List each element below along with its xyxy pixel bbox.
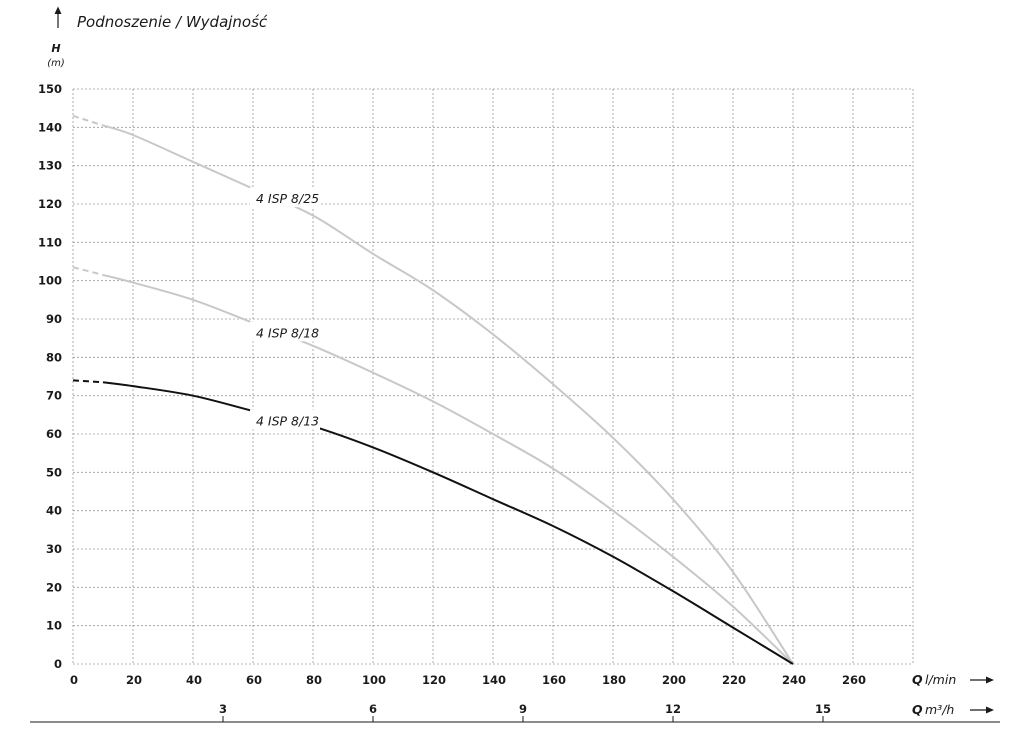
y-tick-label: 50 [46, 465, 62, 479]
grid [72, 88, 914, 665]
x-axis-unit: l/min [925, 672, 956, 687]
y-tick-label: 130 [38, 159, 62, 173]
y-tick-label: 150 [38, 82, 62, 96]
series-dashed-4-isp-8-18 [72, 266, 104, 276]
y-tick-label: 100 [38, 274, 62, 288]
x-tick-labels: 0 20 40 60 80 100 120 140 160 180 200 220 240 260 [70, 673, 866, 687]
y-tick-label: 60 [46, 427, 62, 441]
x2-tick-label: 12 [665, 702, 681, 716]
x-tick-label: 140 [482, 673, 506, 687]
y-tick-label: 110 [38, 235, 62, 249]
x-tick-label: 160 [542, 673, 566, 687]
y-tick-label: 0 [54, 657, 62, 671]
y-tick-label: 40 [46, 504, 62, 518]
series-line-4-isp-8-25 [102, 124, 794, 665]
x2-tick-label: 6 [369, 702, 377, 716]
y-tick-label: 70 [46, 389, 62, 403]
x2-tick-label: 9 [519, 702, 527, 716]
x-tick-label: 240 [782, 673, 806, 687]
x-axis-label: Q [912, 672, 923, 687]
x-tick-label: 220 [722, 673, 746, 687]
series-label-4-isp-8-13: 4 ISP 8/13 [256, 414, 319, 429]
x-tick-label: 180 [602, 673, 626, 687]
x2-tick-label: 3 [219, 702, 227, 716]
x2-tick-labels: 3 6 9 12 15 [219, 702, 831, 722]
x2-axis-arrow-icon [970, 706, 994, 714]
x-tick-label: 120 [422, 673, 446, 687]
y-axis-label: H [51, 42, 60, 55]
x-tick-label: 40 [186, 673, 202, 687]
x2-axis-label: Q [912, 702, 923, 717]
series-line-4-isp-8-18 [102, 273, 794, 665]
y-tick-label: 10 [46, 619, 62, 633]
series-label-bg [250, 409, 320, 430]
x2-axis-unit: m³/h [925, 702, 954, 717]
y-axis-arrow-icon [54, 6, 62, 28]
x-tick-label: 20 [126, 673, 142, 687]
series-label-bg [250, 187, 320, 208]
y-tick-labels: 0 10 20 30 40 50 60 70 80 90 100 110 120 130 140 150 [38, 82, 62, 671]
x-tick-label: 80 [306, 673, 322, 687]
x-tick-label: 200 [662, 673, 686, 687]
series-label-4-isp-8-25: 4 ISP 8/25 [256, 191, 319, 206]
x-tick-label: 60 [246, 673, 262, 687]
series-dashed-4-isp-8-25 [72, 114, 104, 127]
x-tick-label: 100 [362, 673, 386, 687]
x-axis-arrow-icon [970, 676, 994, 684]
x2-tick-label: 15 [815, 702, 831, 716]
y-tick-label: 80 [46, 350, 62, 364]
y-tick-label: 30 [46, 542, 62, 556]
curves: 4 ISP 8/25 4 ISP 8/18 4 ISP 8/13 [72, 114, 794, 665]
y-tick-label: 140 [38, 120, 62, 134]
x-tick-label: 0 [70, 673, 78, 687]
y-axis-unit: (m) [47, 58, 65, 69]
series-dashed-4-isp-8-13 [72, 379, 104, 384]
y-tick-label: 90 [46, 312, 62, 326]
x-tick-label: 260 [842, 673, 866, 687]
y-tick-label: 20 [46, 580, 62, 594]
chart-title: Podnoszenie / Wydajność [77, 13, 268, 31]
series-label-bg [250, 321, 320, 342]
y-tick-label: 120 [38, 197, 62, 211]
series-line-4-isp-8-13 [102, 381, 794, 665]
series-label-4-isp-8-18: 4 ISP 8/18 [256, 325, 319, 340]
